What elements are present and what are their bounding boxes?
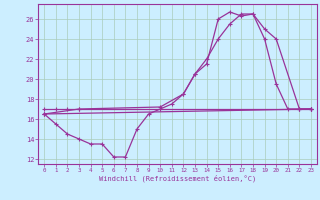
X-axis label: Windchill (Refroidissement éolien,°C): Windchill (Refroidissement éolien,°C) — [99, 175, 256, 182]
